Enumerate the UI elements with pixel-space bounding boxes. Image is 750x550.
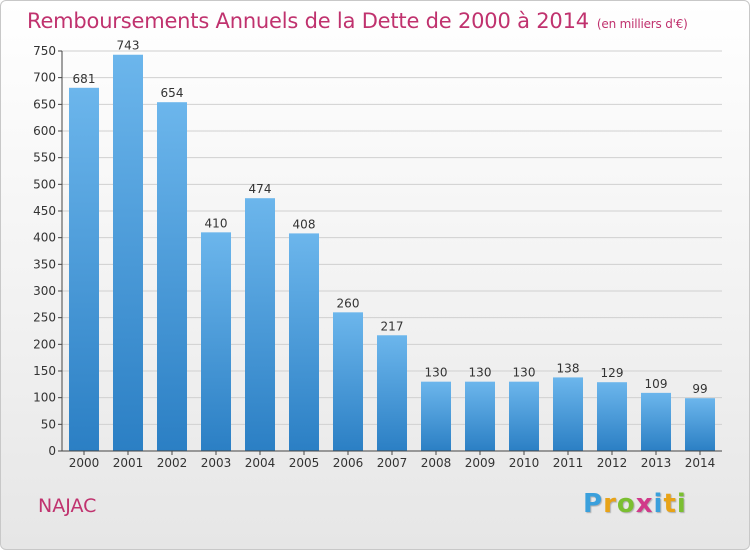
y-tick-label: 50 [41, 417, 56, 431]
proxiti-logo: Proxiti [583, 489, 687, 519]
x-tick-label: 2003 [201, 456, 232, 470]
y-tick-label: 600 [33, 124, 56, 138]
y-tick-label: 350 [33, 257, 56, 271]
y-tick-label: 0 [48, 444, 56, 458]
logo-letter: i [653, 489, 664, 519]
y-tick-label: 250 [33, 311, 56, 325]
y-tick-label: 650 [33, 97, 56, 111]
data-label-2000: 681 [73, 72, 96, 86]
data-label-2012: 129 [601, 366, 624, 380]
data-label-2006: 260 [337, 296, 360, 310]
x-tick-label: 2014 [685, 456, 716, 470]
data-label-2004: 474 [249, 182, 272, 196]
bar-2011 [553, 377, 583, 451]
data-label-2008: 130 [425, 366, 448, 380]
chart-title-text: Remboursements Annuels de la Dette de 20… [27, 9, 589, 33]
x-tick-label: 2009 [465, 456, 496, 470]
data-label-2002: 654 [161, 86, 184, 100]
bar-2006 [333, 312, 363, 451]
bar-2008 [421, 381, 451, 451]
data-label-2014: 99 [692, 382, 707, 396]
bar-2003 [201, 232, 231, 451]
x-tick-label: 2002 [157, 456, 188, 470]
bar-2001 [113, 54, 143, 451]
bar-2004 [245, 198, 275, 451]
bar-2002 [157, 102, 187, 451]
x-tick-label: 2013 [641, 456, 672, 470]
y-tick-label: 550 [33, 151, 56, 165]
data-label-2009: 130 [469, 366, 492, 380]
x-tick-label: 2012 [597, 456, 628, 470]
logo-letter: t [663, 489, 677, 519]
data-label-2001: 743 [117, 39, 140, 53]
bar-2005 [289, 233, 319, 451]
logo-letter: r [603, 489, 617, 519]
y-tick-label: 750 [33, 44, 56, 58]
data-label-2010: 130 [513, 366, 536, 380]
y-tick-label: 150 [33, 364, 56, 378]
logo-letter: o [616, 489, 636, 519]
bar-2010 [509, 381, 539, 451]
bar-2013 [641, 392, 671, 451]
y-tick-label: 400 [33, 231, 56, 245]
logo-letter: i [676, 489, 687, 519]
data-label-2013: 109 [645, 377, 668, 391]
axes [61, 51, 722, 452]
x-tick-label: 2001 [113, 456, 144, 470]
bar-2000 [69, 87, 99, 452]
y-tick-label: 100 [33, 391, 56, 405]
x-tick-label: 2008 [421, 456, 452, 470]
x-tick-label: 2005 [289, 456, 320, 470]
bar-2014 [685, 398, 715, 451]
chart-title: Remboursements Annuels de la Dette de 20… [27, 9, 688, 33]
x-tick-label: 2000 [69, 456, 100, 470]
data-label-2005: 408 [293, 217, 316, 231]
commune-name: NAJAC [38, 495, 97, 517]
logo-letter: x [635, 489, 654, 519]
bar-2012 [597, 382, 627, 451]
x-tick-label: 2006 [333, 456, 364, 470]
logo-letter: P [583, 489, 604, 519]
y-tick-label: 200 [33, 337, 56, 351]
bar-2009 [465, 381, 495, 451]
bars [69, 54, 715, 452]
x-tick-label: 2011 [553, 456, 584, 470]
data-label-2011: 138 [557, 361, 580, 375]
chart-subtitle: (en milliers d'€) [596, 17, 688, 31]
bar-2007 [377, 335, 407, 451]
y-axis-ticks: 0 50 100 150 200 250 300 350 400 450 500 550 600 650 7… [33, 44, 62, 458]
y-tick-label: 500 [33, 177, 56, 191]
x-tick-label: 2010 [509, 456, 540, 470]
x-tick-label: 2007 [377, 456, 408, 470]
y-tick-label: 300 [33, 284, 56, 298]
x-axis-ticks: 2000 2001 2002 2003 2004 2005 2006 2007 2008 2009… [69, 451, 716, 470]
y-tick-label: 450 [33, 204, 56, 218]
data-labels: 681 743 654 410 474 408 260 217 130 130 130 138 129 1… [73, 39, 708, 396]
x-tick-label: 2004 [245, 456, 276, 470]
y-tick-label: 700 [33, 71, 56, 85]
data-label-2003: 410 [205, 216, 228, 230]
data-label-2007: 217 [381, 319, 404, 333]
